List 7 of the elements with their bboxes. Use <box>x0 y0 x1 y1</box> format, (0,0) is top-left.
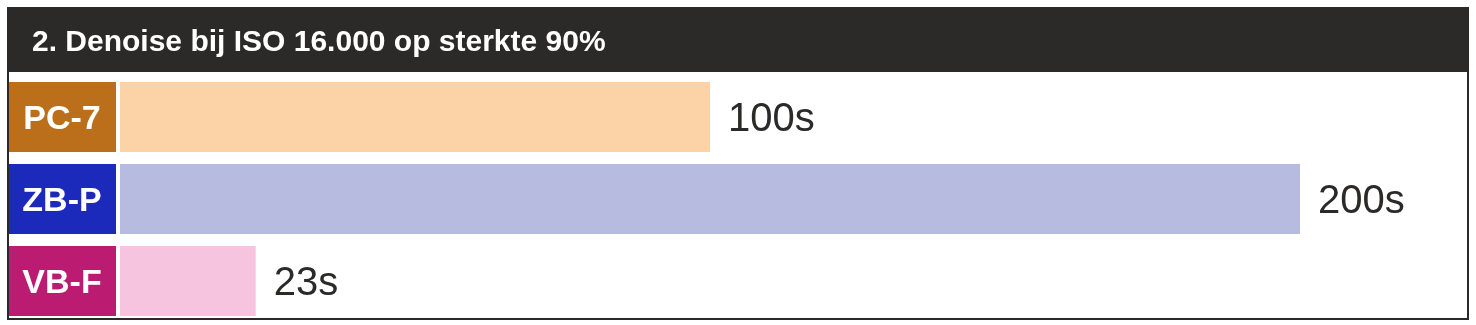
chart-title: 2. Denoise bij ISO 16.000 op sterkte 90% <box>32 23 606 57</box>
y-tick-label: ZB-P <box>22 180 102 218</box>
data-label: 23s <box>273 259 339 303</box>
data-label: 100s <box>728 95 815 139</box>
y-tick-label: PC-7 <box>23 98 101 136</box>
y-tick-label: VB-F <box>22 262 102 300</box>
data-label: 200s <box>1318 177 1405 221</box>
